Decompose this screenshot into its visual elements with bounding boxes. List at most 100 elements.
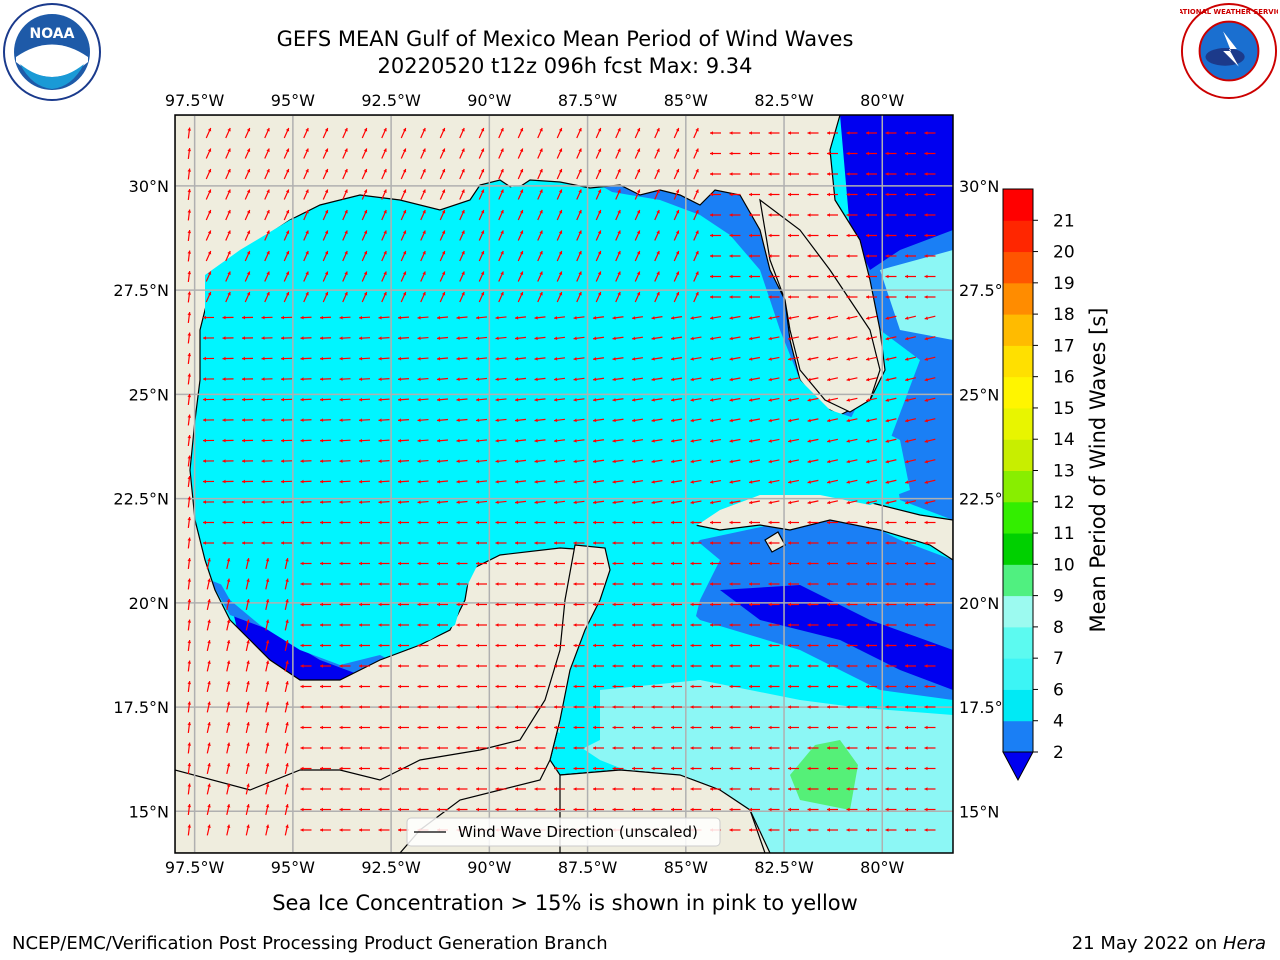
- wave-arrow-head: [300, 623, 304, 627]
- wave-arrow-head: [461, 168, 465, 173]
- wave-arrow-head: [885, 131, 889, 135]
- wave-arrow-head: [339, 725, 343, 730]
- wave-arrow-head: [768, 643, 772, 648]
- wave-arrow-head: [573, 561, 577, 566]
- wave-arrow-head: [187, 722, 192, 726]
- wave-arrow-head: [378, 705, 382, 709]
- wave-arrow-head: [788, 418, 792, 423]
- wave-arrow-head: [558, 189, 563, 193]
- wave-arrow-head: [866, 520, 869, 525]
- colorbar-tick-label: 12: [1053, 493, 1075, 513]
- lon-tick-label: 87.5°W: [558, 858, 618, 877]
- wave-arrow-head: [924, 480, 929, 484]
- wave-arrow-head: [265, 722, 270, 726]
- wave-arrow-head: [226, 599, 231, 603]
- wave-arrow-head: [905, 746, 908, 750]
- wave-arrow-head: [515, 418, 519, 423]
- wave-arrow-head: [632, 357, 636, 361]
- wave-arrow-head: [476, 746, 479, 750]
- wave-arrow-head: [690, 725, 694, 730]
- wave-arrow-head: [905, 377, 909, 382]
- colorbar-segment: [1003, 689, 1033, 722]
- wave-arrow-head: [885, 295, 889, 299]
- wave-arrow-head: [222, 356, 226, 361]
- wave-arrow-head: [222, 500, 226, 504]
- wave-arrow-head: [187, 640, 192, 644]
- wave-arrow-head: [807, 192, 811, 197]
- wave-arrow-head: [573, 398, 577, 402]
- wave-arrow-head: [320, 787, 323, 791]
- wave-arrow-head: [495, 438, 499, 443]
- wave-arrow-head: [612, 725, 616, 730]
- wave-arrow-head: [554, 357, 558, 361]
- colorbar-tick-label: 17: [1053, 336, 1075, 356]
- wave-arrow-head: [632, 746, 635, 750]
- wave-arrow-head: [612, 684, 616, 689]
- wave-arrow-head: [515, 397, 519, 402]
- wave-arrow-head: [265, 783, 270, 787]
- wave-arrow-head: [768, 807, 772, 812]
- wave-arrow-head: [924, 192, 928, 197]
- wave-arrow-head: [768, 561, 772, 566]
- wave-arrow-head: [187, 373, 192, 377]
- wave-arrow-head: [461, 209, 465, 214]
- wave-arrow-head: [578, 189, 582, 193]
- wave-arrow-head: [573, 520, 577, 525]
- wave-arrow-head: [768, 541, 772, 545]
- wave-arrow-head: [417, 500, 421, 504]
- wave-arrow-head: [305, 168, 309, 173]
- wave-arrow-head: [729, 807, 733, 812]
- wave-arrow-head: [573, 684, 577, 689]
- wave-arrow-head: [422, 209, 426, 214]
- wave-arrow-head: [398, 582, 401, 586]
- wave-arrow-head: [729, 480, 733, 484]
- wave-arrow-head: [846, 664, 850, 668]
- wave-arrow-head: [519, 250, 524, 255]
- wave-arrow-head: [846, 418, 850, 423]
- wave-arrow-head: [534, 377, 538, 382]
- wave-arrow-head: [695, 271, 699, 275]
- wave-arrow-head: [578, 230, 582, 234]
- wave-arrow-head: [695, 209, 699, 214]
- wave-arrow-head: [383, 250, 387, 255]
- wave-arrow-head: [261, 418, 265, 422]
- wave-arrow-head: [710, 357, 714, 361]
- wave-arrow-head: [359, 520, 362, 525]
- wave-arrow-head: [363, 168, 368, 173]
- wave-arrow-head: [597, 250, 602, 255]
- wave-arrow-head: [437, 787, 440, 791]
- wave-arrow-head: [924, 725, 928, 730]
- wave-arrow-head: [690, 377, 694, 382]
- wave-arrow-head: [402, 127, 407, 132]
- wave-arrow-head: [344, 250, 348, 255]
- wave-arrow-head: [924, 766, 928, 771]
- wave-arrow-head: [320, 623, 323, 627]
- wave-arrow-head: [885, 520, 889, 525]
- wave-arrow-head: [398, 459, 402, 463]
- wave-arrow-head: [690, 582, 694, 586]
- wave-arrow-head: [593, 664, 596, 668]
- wave-arrow-head: [500, 127, 504, 132]
- wave-arrow-head: [383, 168, 387, 173]
- wave-arrow-head: [246, 804, 250, 808]
- wave-arrow-head: [905, 233, 908, 238]
- wave-arrow-head: [866, 357, 870, 361]
- wave-arrow-head: [788, 480, 792, 484]
- wave-arrow-head: [885, 541, 889, 545]
- wave-arrow-head: [866, 787, 869, 791]
- wave-arrow-head: [593, 787, 596, 791]
- wave-arrow-head: [456, 643, 460, 648]
- wave-arrow-head: [300, 541, 304, 545]
- wave-arrow-head: [632, 336, 636, 341]
- wave-arrow-head: [285, 640, 289, 644]
- wave-arrow-head: [866, 500, 870, 505]
- wave-arrow-head: [480, 168, 485, 173]
- wave-arrow-head: [363, 291, 368, 296]
- wave-arrow-head: [281, 520, 284, 525]
- wave-arrow-head: [378, 766, 382, 771]
- wave-arrow-head: [246, 742, 250, 746]
- lon-tick-label: 80°W: [860, 858, 904, 877]
- wave-arrow-head: [246, 148, 251, 152]
- wave-arrow-head: [534, 643, 538, 648]
- wave-arrow-head: [671, 746, 674, 750]
